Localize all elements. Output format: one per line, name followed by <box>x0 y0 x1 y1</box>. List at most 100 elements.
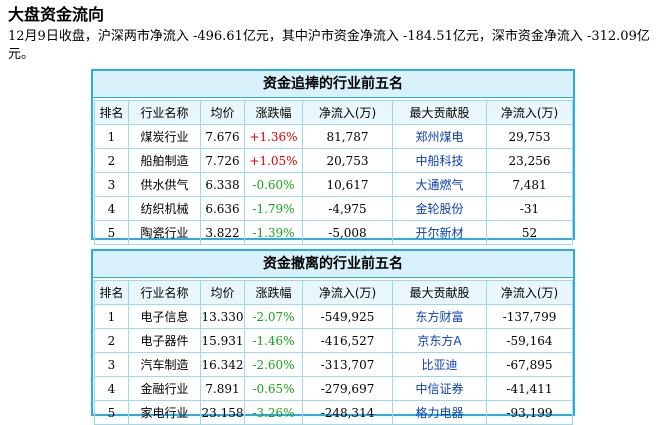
header-net-flow: 净流入(万) <box>302 280 393 305</box>
top-stock-cell: 大通燃气 <box>392 172 487 197</box>
header-top-stock: 最大贡献股 <box>392 100 487 125</box>
market-summary: 12月9日收盘，沪深两市净流入 -496.61亿元，其中沪市资金净流入 -184… <box>8 29 650 62</box>
outflow-table-caption: 资金撤离的行业前五名 <box>93 251 573 278</box>
change-cell: -0.65% <box>244 376 303 401</box>
net-flow-cell: 10,617 <box>302 172 393 197</box>
industry-name-cell: 船舶制造 <box>128 148 201 173</box>
net-flow-cell: -5,008 <box>302 220 393 245</box>
change-cell: -1.79% <box>244 196 303 221</box>
top-stock-link[interactable]: 大通燃气 <box>415 178 464 192</box>
stock-flow-cell: -137,799 <box>486 304 573 329</box>
net-flow-cell: -4,975 <box>302 196 393 221</box>
header-price: 均价 <box>200 100 245 125</box>
table-header-row: 排名 行业名称 均价 涨跌幅 净流入(万) 最大贡献股 净流入(万) <box>94 280 573 305</box>
top-stock-link[interactable]: 比亚迪 <box>421 358 458 372</box>
change-cell: -2.60% <box>244 352 303 377</box>
avg-price-cell: 15.931 <box>200 328 245 353</box>
avg-price-cell: 16.342 <box>200 352 245 377</box>
page-title: 大盘资金流向 <box>8 5 105 24</box>
outflow-industry-table: 排名 行业名称 均价 涨跌幅 净流入(万) 最大贡献股 净流入(万) 1 电子信息… <box>94 280 573 425</box>
industry-name-cell: 煤炭行业 <box>128 124 201 149</box>
header-rank: 排名 <box>94 280 129 305</box>
industry-name-cell: 金融行业 <box>128 376 201 401</box>
change-cell: -0.60% <box>244 172 303 197</box>
top-stock-cell: 开尔新材 <box>392 220 487 245</box>
header-net-flow: 净流入(万) <box>302 100 393 125</box>
rank-cell: 4 <box>94 196 129 221</box>
table-row: 3 供水供气 6.338 -0.60% 10,617 大通燃气 7,481 <box>94 172 573 197</box>
change-cell: +1.05% <box>244 148 303 173</box>
stock-flow-cell: 23,256 <box>486 148 573 173</box>
top-stock-link[interactable]: 开尔新材 <box>415 226 464 240</box>
rank-cell: 2 <box>94 328 129 353</box>
industry-name-cell: 汽车制造 <box>128 352 201 377</box>
top-stock-cell: 金轮股份 <box>392 196 487 221</box>
table-row: 1 电子信息 13.330 -2.07% -549,925 东方财富 -137,799 <box>94 304 573 329</box>
top-stock-cell: 比亚迪 <box>392 352 487 377</box>
inflow-table-caption: 资金追捧的行业前五名 <box>93 71 573 98</box>
top-stock-link[interactable]: 金轮股份 <box>415 202 464 216</box>
stock-flow-cell: 7,481 <box>486 172 573 197</box>
change-cell: -2.07% <box>244 304 303 329</box>
table-row: 1 煤炭行业 7.676 +1.36% 81,787 郑州煤电 29,753 <box>94 124 573 149</box>
avg-price-cell: 6.636 <box>200 196 245 221</box>
top-stock-cell: 中信证券 <box>392 376 487 401</box>
rank-cell: 2 <box>94 148 129 173</box>
top-stock-cell: 中船科技 <box>392 148 487 173</box>
header-stock-flow: 净流入(万) <box>486 100 573 125</box>
avg-price-cell: 13.330 <box>200 304 245 329</box>
industry-name-cell: 供水供气 <box>128 172 201 197</box>
header-change: 涨跌幅 <box>244 100 303 125</box>
avg-price-cell: 7.676 <box>200 124 245 149</box>
top-stock-link[interactable]: 京东方A <box>417 334 462 348</box>
net-flow-cell: 81,787 <box>302 124 393 149</box>
header-rank: 排名 <box>94 100 129 125</box>
change-cell: -1.46% <box>244 328 303 353</box>
stock-flow-cell: 29,753 <box>486 124 573 149</box>
rank-cell: 3 <box>94 352 129 377</box>
top-stock-link[interactable]: 格力电器 <box>415 406 464 420</box>
outflow-industry-panel: 资金撤离的行业前五名 排名 行业名称 均价 涨跌幅 净流入(万) 最大贡献股 净… <box>91 249 575 425</box>
top-stock-cell: 东方财富 <box>392 304 487 329</box>
avg-price-cell: 7.891 <box>200 376 245 401</box>
header-industry: 行业名称 <box>128 280 201 305</box>
header-industry: 行业名称 <box>128 100 201 125</box>
top-stock-link[interactable]: 郑州煤电 <box>415 130 464 144</box>
table-row: 4 金融行业 7.891 -0.65% -279,697 中信证券 -41,411 <box>94 376 573 401</box>
industry-name-cell: 电子信息 <box>128 304 201 329</box>
net-flow-cell: 20,753 <box>302 148 393 173</box>
rank-cell: 5 <box>94 220 129 245</box>
table-header-row: 排名 行业名称 均价 涨跌幅 净流入(万) 最大贡献股 净流入(万) <box>94 100 573 125</box>
rank-cell: 1 <box>94 304 129 329</box>
net-flow-cell: -313,707 <box>302 352 393 377</box>
avg-price-cell: 3.822 <box>200 220 245 245</box>
net-flow-cell: -549,925 <box>302 304 393 329</box>
table-row: 4 纺织机械 6.636 -1.79% -4,975 金轮股份 -31 <box>94 196 573 221</box>
top-stock-link[interactable]: 东方财富 <box>415 310 464 324</box>
net-flow-cell: -279,697 <box>302 376 393 401</box>
stock-flow-cell: -41,411 <box>486 376 573 401</box>
change-cell: -1.39% <box>244 220 303 245</box>
avg-price-cell: 7.726 <box>200 148 245 173</box>
header-stock-flow: 净流入(万) <box>486 280 573 305</box>
top-stock-cell: 京东方A <box>392 328 487 353</box>
rank-cell: 1 <box>94 124 129 149</box>
header-change: 涨跌幅 <box>244 280 303 305</box>
stock-flow-cell: 52 <box>486 220 573 245</box>
rank-cell: 4 <box>94 376 129 401</box>
top-stock-link[interactable]: 中信证券 <box>415 382 464 396</box>
change-cell: +1.36% <box>244 124 303 149</box>
industry-name-cell: 纺织机械 <box>128 196 201 221</box>
top-stock-link[interactable]: 中船科技 <box>415 154 464 168</box>
table-row: 2 船舶制造 7.726 +1.05% 20,753 中船科技 23,256 <box>94 148 573 173</box>
avg-price-cell: 6.338 <box>200 172 245 197</box>
top-stock-cell: 郑州煤电 <box>392 124 487 149</box>
header-top-stock: 最大贡献股 <box>392 280 487 305</box>
stock-flow-cell: -59,164 <box>486 328 573 353</box>
header-price: 均价 <box>200 280 245 305</box>
industry-name-cell: 陶瓷行业 <box>128 220 201 245</box>
table-row: 2 电子器件 15.931 -1.46% -416,527 京东方A -59,164 <box>94 328 573 353</box>
stock-flow-cell: -67,895 <box>486 352 573 377</box>
table-row: 5 陶瓷行业 3.822 -1.39% -5,008 开尔新材 52 <box>94 220 573 245</box>
net-flow-cell: -416,527 <box>302 328 393 353</box>
